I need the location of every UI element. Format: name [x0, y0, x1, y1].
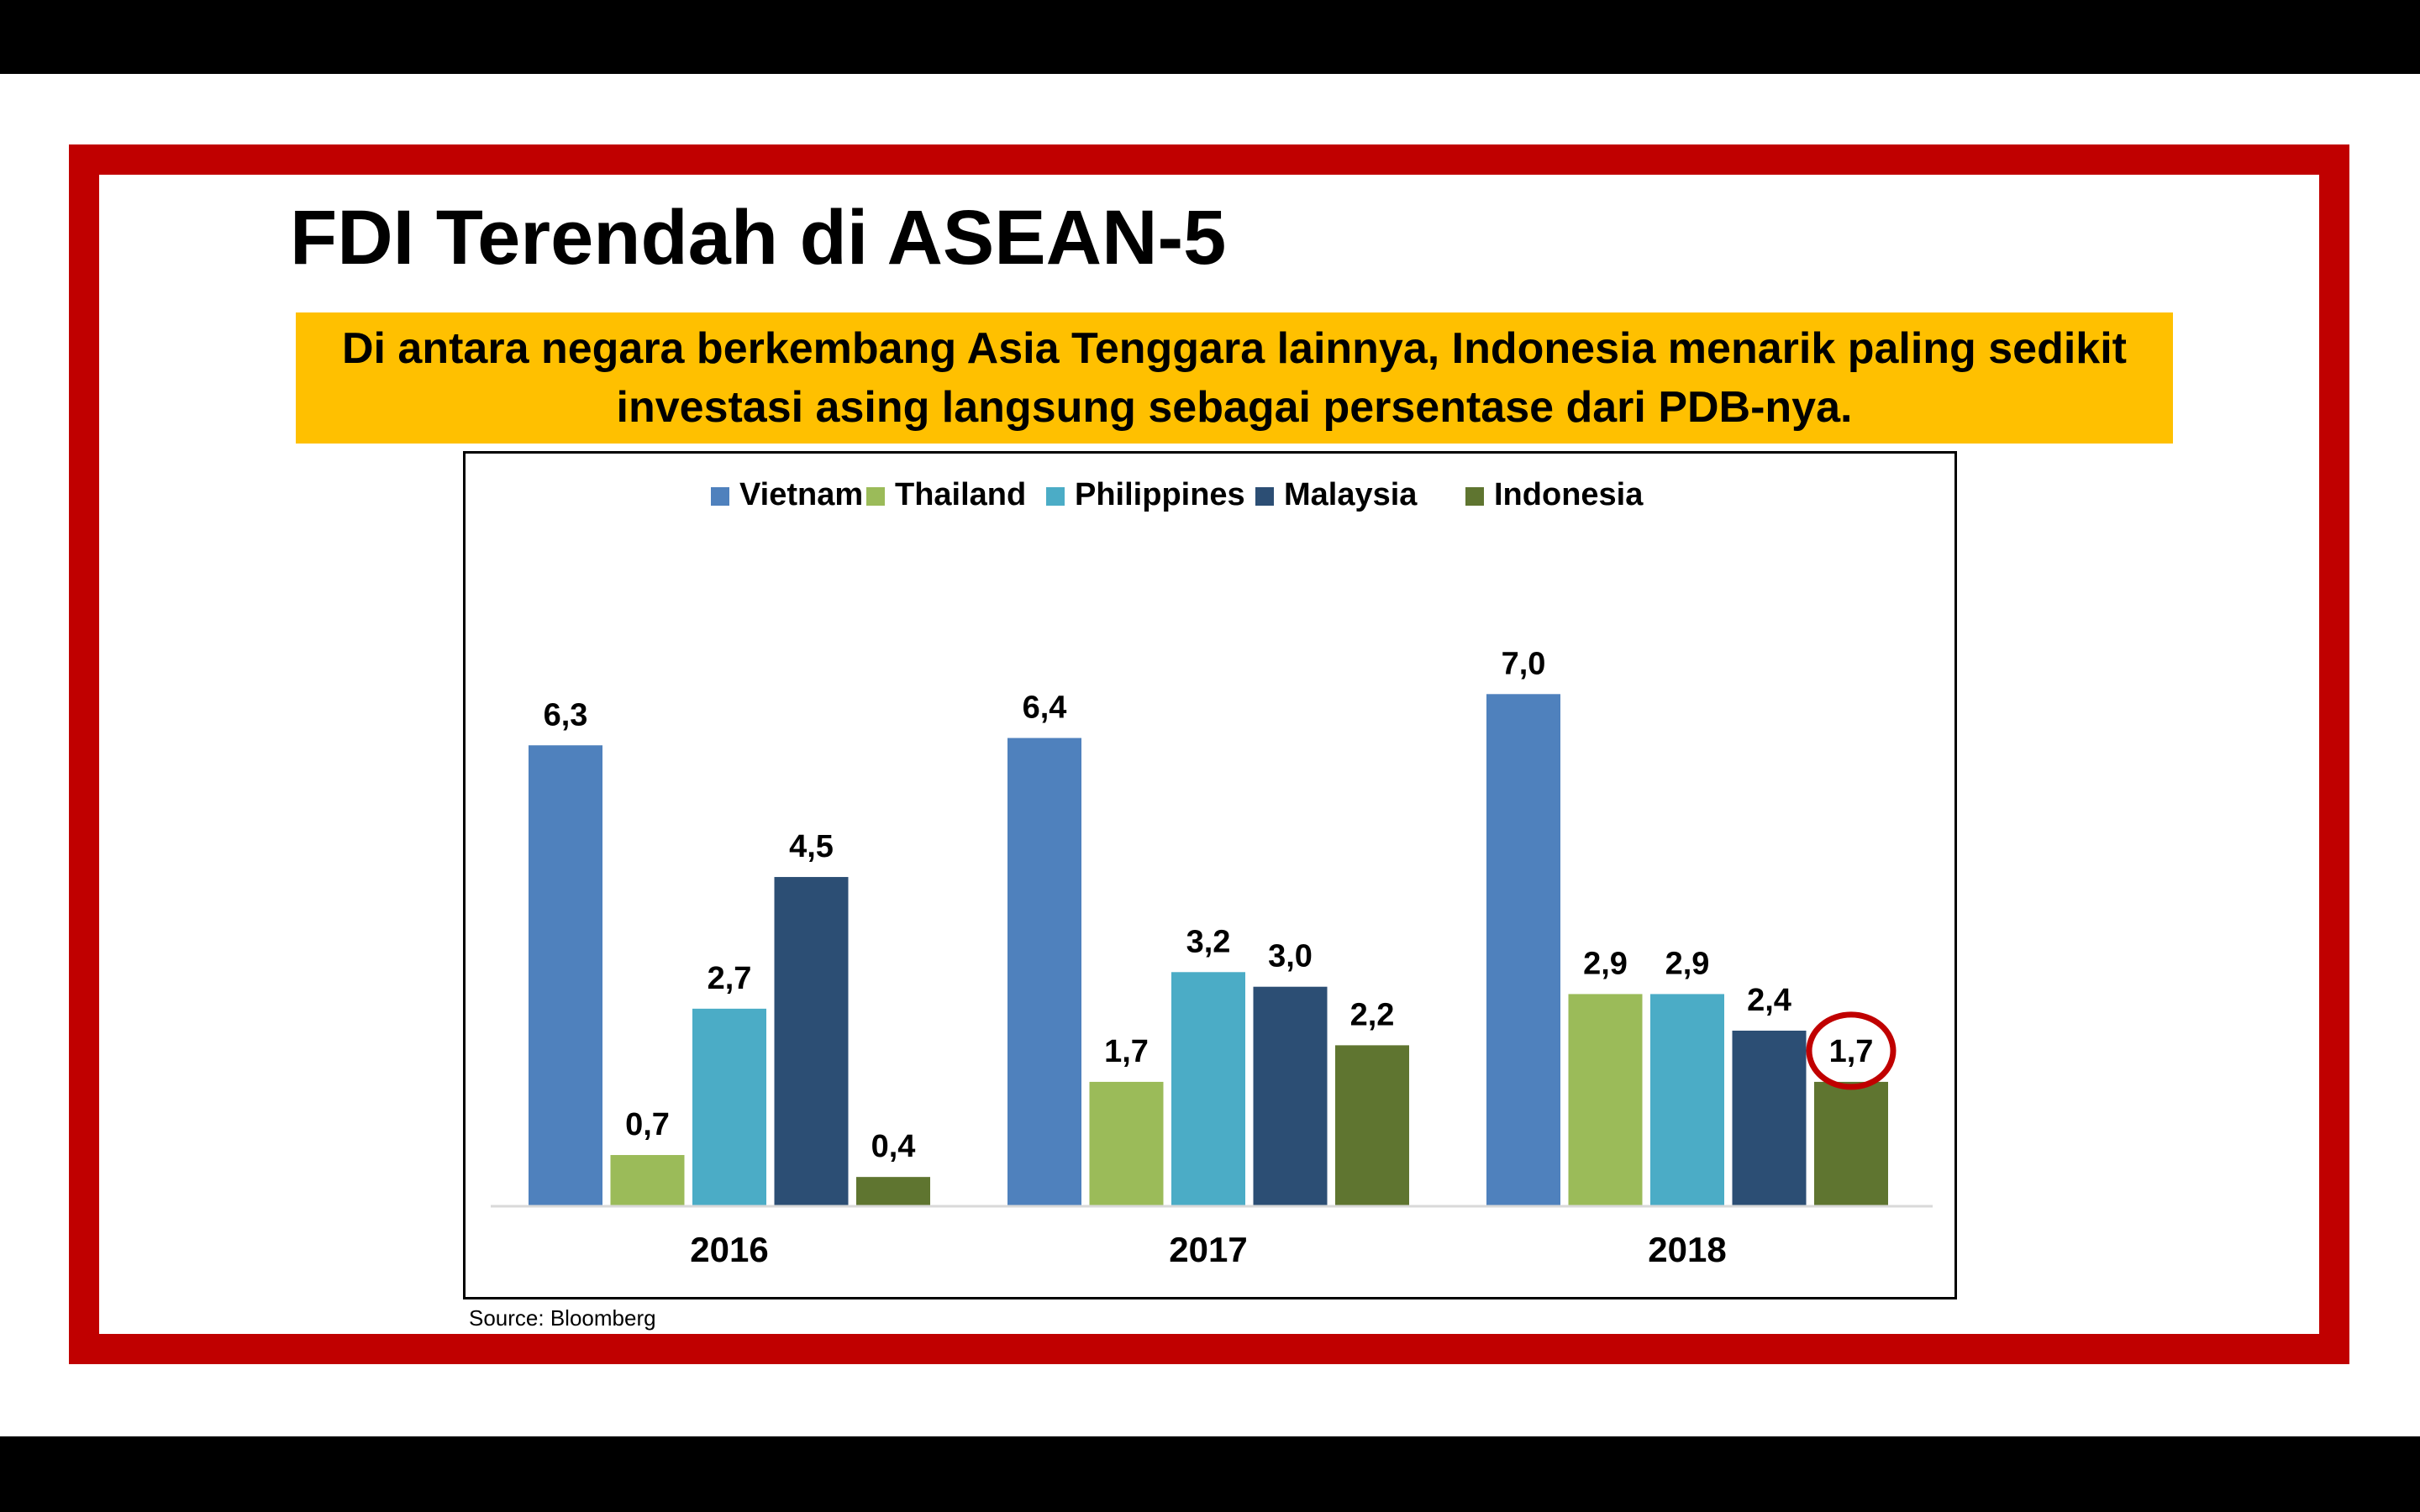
bar-indonesia-2016 — [856, 1177, 930, 1206]
legend-swatch-vietnam — [711, 487, 729, 506]
slide-title: FDI Terendah di ASEAN-5 — [290, 195, 1227, 281]
subtitle-banner: Di antara negara berkembang Asia Tenggar… — [296, 312, 2173, 444]
legend-item-thailand: Thailand — [866, 477, 1026, 512]
bar-malaysia-2018 — [1732, 1030, 1807, 1206]
data-label-philippines-2018: 2,9 — [1665, 946, 1710, 981]
data-label-indonesia-2018: 1,7 — [1829, 1034, 1874, 1069]
data-label-philippines-2016: 2,7 — [708, 961, 752, 996]
legend-swatch-thailand — [866, 487, 885, 506]
bar-philippines-2016 — [692, 1008, 766, 1206]
data-label-indonesia-2016: 0,4 — [871, 1129, 916, 1164]
bar-malaysia-2016 — [774, 877, 849, 1206]
x-axis-ticks: 2016 2017 2018 — [690, 1230, 1726, 1269]
legend-item-vietnam: Vietnam — [711, 477, 863, 512]
legend-item-philippines: Philippines — [1046, 477, 1245, 512]
bar-malaysia-2017 — [1253, 986, 1328, 1206]
bar-vietnam-2017 — [1007, 738, 1081, 1206]
data-label-thailand-2018: 2,9 — [1583, 946, 1628, 981]
bar-vietnam-2018 — [1486, 694, 1560, 1206]
legend-label-malaysia: Malaysia — [1284, 477, 1418, 512]
chart-data-labels: 6,3 0,7 2,7 4,5 0,4 6,4 1,7 3,2 3,0 2,2 7,0 2,9 2,9 2… — [544, 646, 1874, 1164]
letterbox-top — [0, 0, 2420, 74]
bar-thailand-2018 — [1568, 994, 1643, 1206]
letterbox-bottom — [0, 1436, 2420, 1512]
legend-item-malaysia: Malaysia — [1255, 477, 1418, 512]
data-label-malaysia-2018: 2,4 — [1747, 983, 1791, 1018]
x-tick-label-2016: 2016 — [690, 1230, 768, 1269]
legend-label-philippines: Philippines — [1075, 477, 1245, 512]
data-label-thailand-2017: 1,7 — [1104, 1034, 1149, 1069]
legend-swatch-philippines — [1046, 487, 1065, 506]
data-label-malaysia-2016: 4,5 — [789, 829, 834, 864]
chart-bars — [529, 694, 1888, 1206]
legend-swatch-malaysia — [1255, 487, 1274, 506]
bar-vietnam-2016 — [529, 745, 602, 1206]
bar-philippines-2018 — [1650, 994, 1724, 1206]
data-label-vietnam-2016: 6,3 — [544, 697, 588, 732]
bar-indonesia-2018 — [1814, 1081, 1888, 1206]
x-tick-label-2017: 2017 — [1169, 1230, 1247, 1269]
data-label-philippines-2017: 3,2 — [1186, 924, 1231, 959]
legend-label-indonesia: Indonesia — [1494, 477, 1644, 512]
data-label-thailand-2016: 0,7 — [625, 1107, 670, 1142]
bar-chart: Vietnam Thailand Philippines Malaysia Indone… — [491, 477, 1933, 1269]
source-note: Source: Bloomberg — [469, 1305, 656, 1331]
bar-indonesia-2017 — [1335, 1045, 1409, 1206]
legend-label-thailand: Thailand — [895, 477, 1026, 512]
x-tick-label-2018: 2018 — [1648, 1230, 1726, 1269]
bar-thailand-2017 — [1089, 1081, 1164, 1206]
data-label-indonesia-2017: 2,2 — [1350, 997, 1395, 1032]
highlight-circle — [1806, 1011, 1897, 1090]
highlight-group — [1806, 1011, 1897, 1090]
bar-thailand-2016 — [610, 1155, 685, 1206]
legend-item-indonesia: Indonesia — [1465, 477, 1644, 512]
bar-philippines-2017 — [1171, 972, 1245, 1206]
legend-label-vietnam: Vietnam — [739, 477, 863, 512]
chart-legend: Vietnam Thailand Philippines Malaysia Indone… — [711, 477, 1644, 512]
data-label-vietnam-2018: 7,0 — [1502, 646, 1546, 681]
legend-swatch-indonesia — [1465, 487, 1484, 506]
data-label-malaysia-2017: 3,0 — [1268, 939, 1313, 974]
data-label-vietnam-2017: 6,4 — [1023, 690, 1067, 726]
subtitle-text: Di antara negara berkembang Asia Tenggar… — [341, 323, 2127, 432]
chart-container: Vietnam Thailand Philippines Malaysia Indone… — [463, 451, 1957, 1299]
